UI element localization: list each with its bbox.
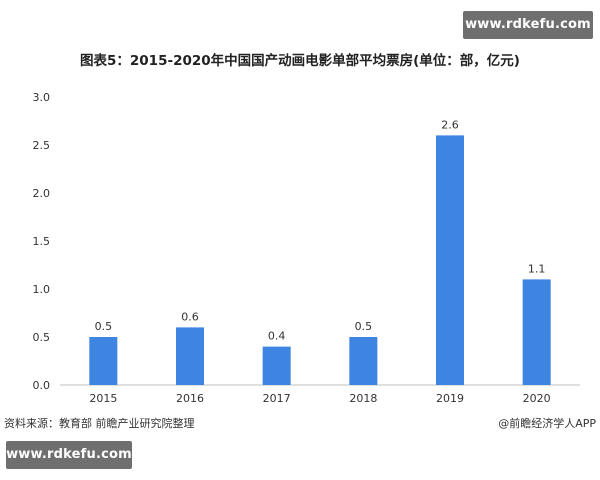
y-tick-label: 1.0 <box>33 283 51 296</box>
data-label-2017: 0.4 <box>268 330 286 343</box>
y-tick-label: 0.0 <box>33 379 51 392</box>
watermark-badge-bottom: www.rdkefu.com <box>6 441 132 469</box>
bar-2017 <box>262 346 291 385</box>
bar-2015 <box>89 337 118 385</box>
x-tick-label-2018: 2018 <box>349 392 377 405</box>
x-tick-label-2019: 2019 <box>436 392 464 405</box>
watermark-badge-top: www.rdkefu.com <box>463 11 593 39</box>
y-tick-label: 2.5 <box>33 139 51 152</box>
bar-2020 <box>522 279 551 385</box>
data-label-2020: 1.1 <box>528 262 546 275</box>
x-tick-label-2017: 2017 <box>263 392 291 405</box>
bar-2016 <box>176 327 204 385</box>
footer-source: 资料来源：教育部 前瞻产业研究院整理 <box>4 417 195 430</box>
y-tick-label: 1.5 <box>33 235 51 248</box>
data-label-2019: 2.6 <box>441 118 459 131</box>
data-label-2018: 0.5 <box>355 320 373 333</box>
chart-title: 图表5：2015-2020年中国国产动画电影单部平均票房(单位：部，亿元) <box>80 53 520 69</box>
bar-2019 <box>436 135 464 385</box>
bar-2018 <box>349 337 378 385</box>
x-tick-label-2016: 2016 <box>176 392 204 405</box>
y-tick-label: 2.0 <box>33 187 51 200</box>
data-label-2015: 0.5 <box>95 320 113 333</box>
x-tick-label-2015: 2015 <box>89 392 117 405</box>
x-tick-label-2020: 2020 <box>523 392 551 405</box>
y-tick-label: 3.0 <box>33 91 51 104</box>
footer-credit: @前瞻经济学人APP <box>498 417 596 430</box>
data-label-2016: 0.6 <box>181 310 199 323</box>
y-tick-label: 0.5 <box>33 331 51 344</box>
